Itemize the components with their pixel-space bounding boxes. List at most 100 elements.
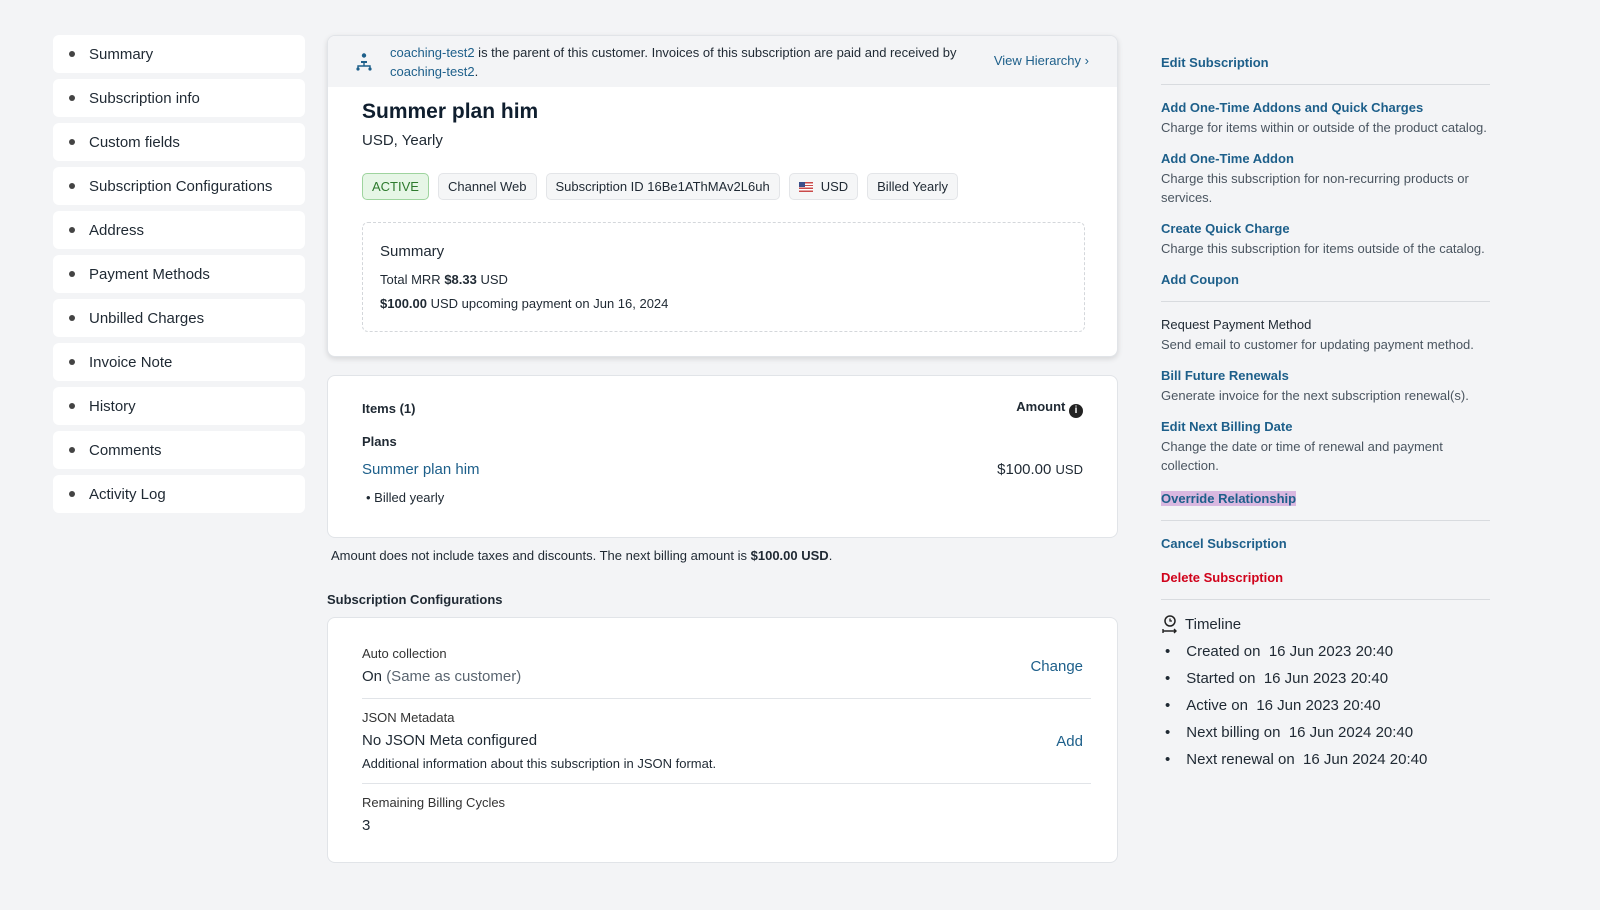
- currency-badge: USD: [788, 173, 859, 200]
- parent-customer-link-2[interactable]: coaching-test2: [390, 63, 475, 79]
- timeline-clock-icon: [1162, 615, 1177, 634]
- bullet-icon: [69, 139, 75, 145]
- override-relationship-link[interactable]: Override Relationship: [1161, 491, 1297, 506]
- bullet-icon: [69, 183, 75, 189]
- timeline-label: Started on: [1186, 670, 1256, 687]
- actions-panel: Edit Subscription Add One-Time Addons an…: [1161, 55, 1490, 773]
- mrr-label: Total MRR: [380, 272, 441, 287]
- plans-label: Plans: [362, 434, 397, 449]
- add-one-time-addon-description: Charge this subscription for non-recurri…: [1161, 171, 1469, 205]
- sidebar-item-label: Address: [89, 221, 145, 239]
- status-badge: ACTIVE: [362, 173, 429, 200]
- view-hierarchy-link[interactable]: View Hierarchy ›: [994, 53, 1089, 68]
- timeline-label: Next billing on: [1186, 724, 1281, 741]
- create-quick-charge-link[interactable]: Create Quick Charge: [1161, 221, 1290, 236]
- sidebar-item-label: History: [89, 397, 136, 415]
- auto-collection-row: Auto collection On (Same as customer) Ch…: [362, 618, 1091, 699]
- edit-next-billing-date-link[interactable]: Edit Next Billing Date: [1161, 419, 1293, 434]
- plan-link[interactable]: Summer plan him: [362, 461, 480, 478]
- sidebar-item-subscription-configurations[interactable]: Subscription Configurations: [53, 167, 305, 205]
- sidebar-item-label: Custom fields: [89, 133, 180, 151]
- create-quick-charge-description: Charge this subscription for items outsi…: [1161, 241, 1485, 256]
- timeline-value: 16 Jun 2024 20:40: [1303, 751, 1428, 768]
- summary-title: Summary: [380, 243, 445, 260]
- subscription-id-label: Subscription ID: [555, 179, 644, 194]
- total-mrr: Total MRR $8.33 USD: [380, 272, 1067, 287]
- sidebar-item-history[interactable]: History: [53, 387, 305, 425]
- bullet-icon: [69, 359, 75, 365]
- bullet-icon: [69, 403, 75, 409]
- edit-next-billing-date-description: Change the date or time of renewal and p…: [1161, 439, 1443, 473]
- bullet-icon: [69, 95, 75, 101]
- add-json-button[interactable]: Add: [1056, 733, 1083, 750]
- plan-price-currency: USD: [1055, 462, 1083, 477]
- auto-collection-value: On (Same as customer): [362, 668, 1091, 685]
- mrr-currency: USD: [480, 272, 508, 287]
- summary-box: Summary Total MRR $8.33 USD $100.00 USD …: [362, 222, 1085, 332]
- timeline-entry: Next billing on 16 Jun 2024 20:40: [1161, 719, 1490, 746]
- amount-note: Amount does not include taxes and discou…: [331, 548, 832, 563]
- request-payment-method-description: Send email to customer for updating paym…: [1161, 337, 1474, 352]
- subscription-id-badge: Subscription ID 16Be1AThMAv2L6uh: [545, 173, 780, 200]
- add-coupon-link[interactable]: Add Coupon: [1161, 272, 1239, 287]
- hierarchy-text: is the parent of this customer. Invoices…: [474, 44, 957, 60]
- sidebar-item-payment-methods[interactable]: Payment Methods: [53, 255, 305, 293]
- timeline-value: 16 Jun 2023 20:40: [1263, 670, 1389, 687]
- timeline-entry: Active on 16 Jun 2023 20:40: [1161, 692, 1490, 719]
- billing-cycles-label: Remaining Billing Cycles: [362, 795, 506, 810]
- sidebar-item-summary[interactable]: Summary: [53, 35, 305, 73]
- subscription-header-card: coaching-test2 is the parent of this cus…: [327, 35, 1118, 357]
- request-payment-method-link[interactable]: Request Payment Method: [1161, 317, 1312, 332]
- add-addons-charges-link[interactable]: Add One-Time Addons and Quick Charges: [1161, 100, 1424, 115]
- chevron-right-icon: ›: [1084, 53, 1089, 68]
- sidebar-item-activity-log[interactable]: Activity Log: [53, 475, 305, 513]
- bill-future-renewals-link[interactable]: Bill Future Renewals: [1161, 368, 1289, 383]
- plan-title: Summer plan him: [362, 100, 539, 123]
- bill-future-renewals-description: Generate invoice for the next subscripti…: [1161, 388, 1469, 403]
- hierarchy-text-end: .: [474, 63, 479, 79]
- auto-collection-label: Auto collection: [362, 646, 447, 661]
- plan-subtitle: USD, Yearly: [362, 132, 443, 149]
- delete-subscription-link[interactable]: Delete Subscription: [1161, 570, 1284, 585]
- items-card: Items (1) Amount i Plans Summer plan him…: [327, 375, 1118, 538]
- bullet-icon: [69, 271, 75, 277]
- bullet-icon: [69, 491, 75, 497]
- timeline-entry: Next renewal on 16 Jun 2024 20:40: [1161, 746, 1490, 773]
- items-header: Items (1): [362, 401, 416, 416]
- change-button[interactable]: Change: [1030, 658, 1083, 675]
- sidebar-item-invoice-note[interactable]: Invoice Note: [53, 343, 305, 381]
- sidebar-item-custom-fields[interactable]: Custom fields: [53, 123, 305, 161]
- channel-badge: Channel Web: [437, 173, 537, 200]
- bullet-icon: [69, 447, 75, 453]
- sidebar-item-label: Unbilled Charges: [89, 309, 205, 327]
- badge-row: ACTIVE Channel Web Subscription ID 16Be1…: [362, 173, 958, 200]
- sidebar-item-label: Activity Log: [89, 485, 166, 503]
- billing-cycles-row: Remaining Billing Cycles 3: [362, 784, 1091, 834]
- auto-collection-state: On: [362, 668, 383, 685]
- upcoming-payment: $100.00 USD upcoming payment on Jun 16, …: [380, 296, 1067, 311]
- json-metadata-value: No JSON Meta configured: [362, 732, 538, 749]
- us-flag-icon: [798, 181, 813, 192]
- configurations-card: Auto collection On (Same as customer) Ch…: [327, 617, 1118, 863]
- timeline-label: Active on: [1186, 697, 1248, 714]
- json-metadata-description: Additional information about this subscr…: [362, 756, 717, 771]
- sidebar-item-address[interactable]: Address: [53, 211, 305, 249]
- note-amount: $100.00 USD: [750, 548, 829, 563]
- sidebar-item-subscription-info[interactable]: Subscription info: [53, 79, 305, 117]
- info-icon[interactable]: i: [1069, 404, 1083, 418]
- timeline-list: Created on 16 Jun 2023 20:40 Started on …: [1161, 638, 1490, 773]
- parent-customer-link[interactable]: coaching-test2: [390, 44, 475, 60]
- edit-subscription-link[interactable]: Edit Subscription: [1161, 55, 1269, 70]
- timeline-value: 16 Jun 2023 20:40: [1268, 643, 1394, 660]
- bullet-icon: [69, 227, 75, 233]
- timeline-label: Next renewal on: [1186, 751, 1295, 768]
- note-end: .: [828, 548, 833, 563]
- timeline-value: 16 Jun 2024 20:40: [1288, 724, 1414, 741]
- timeline-entry: Created on 16 Jun 2023 20:40: [1161, 638, 1490, 665]
- cancel-subscription-link[interactable]: Cancel Subscription: [1161, 536, 1287, 551]
- sidebar-item-comments[interactable]: Comments: [53, 431, 305, 469]
- view-hierarchy-label: View Hierarchy: [993, 53, 1082, 68]
- sidebar-item-unbilled-charges[interactable]: Unbilled Charges: [53, 299, 305, 337]
- add-one-time-addon-link[interactable]: Add One-Time Addon: [1161, 151, 1294, 166]
- sidebar-item-label: Subscription info: [89, 89, 200, 107]
